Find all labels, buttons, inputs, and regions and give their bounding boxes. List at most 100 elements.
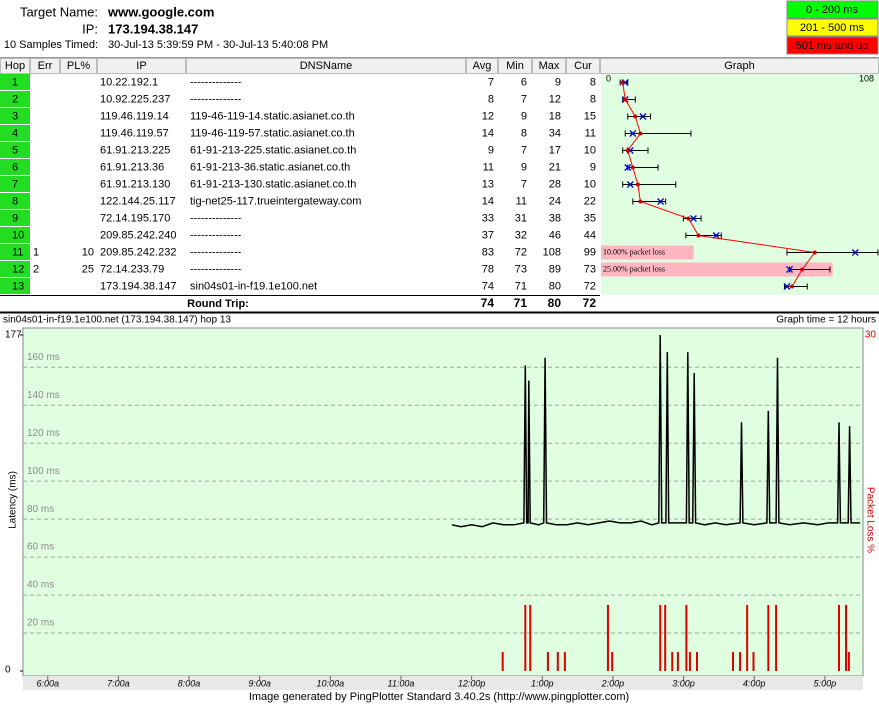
pl: 10	[82, 246, 94, 258]
avg-point	[790, 284, 795, 289]
round-trip-cur: 72	[583, 296, 597, 310]
avg: 14	[482, 195, 494, 207]
x-tick-label: 8:00a	[178, 678, 201, 688]
round-trip-min: 71	[514, 296, 528, 310]
max: 18	[549, 110, 561, 122]
hop: 2	[12, 93, 18, 105]
ip: 119.46.119.14	[100, 110, 169, 122]
legend-box	[786, 0, 879, 19]
avg: 11	[483, 161, 494, 173]
x-tick-label: 4:00p	[743, 678, 766, 688]
loss-bar	[739, 651, 742, 671]
hop: 13	[12, 280, 24, 292]
loss-bar	[524, 604, 527, 671]
dns: --------------	[190, 246, 242, 258]
loss-bar	[847, 651, 850, 671]
y-axis-label: Latency (ms)	[8, 471, 19, 529]
dns: --------------	[190, 212, 242, 224]
x-tick-label: 11:00a	[388, 678, 415, 688]
dns: --------------	[190, 229, 242, 241]
loss-bar	[659, 604, 662, 671]
min: 7	[521, 178, 527, 190]
hop: 6	[12, 161, 18, 173]
hop: 7	[12, 178, 18, 190]
dns: 61-91-213-130.static.asianet.co.th	[190, 178, 356, 190]
hop: 3	[12, 110, 18, 122]
loss-bar	[746, 604, 749, 671]
column-header	[97, 58, 186, 74]
column-header-label: Graph	[724, 60, 755, 72]
avg: 13	[482, 178, 494, 190]
min: 8	[521, 127, 527, 139]
column-header-label: Err	[38, 60, 53, 72]
chart-subtitle: Graph time = 12 hours	[776, 315, 876, 326]
column-header-label: Max	[539, 60, 560, 72]
avg-point	[630, 165, 635, 170]
cur-marker	[690, 215, 697, 222]
loss-bar	[563, 651, 566, 671]
max: 17	[549, 144, 561, 156]
min: 7	[521, 144, 527, 156]
column-header-label: Cur	[574, 60, 592, 72]
loss-label: 10.00% packet loss	[603, 247, 665, 256]
samples-label: 10 Samples Timed:	[4, 39, 98, 51]
avg: 12	[482, 110, 494, 122]
cur: 99	[584, 246, 596, 258]
avg-point	[620, 80, 625, 85]
ip: 72.14.195.170	[100, 212, 170, 224]
x-tick-label: 1:00p	[531, 678, 554, 688]
x-tick-label: 3:00p	[672, 678, 695, 688]
x-tick-label: 2:00p	[601, 678, 625, 688]
dns: --------------	[190, 76, 242, 88]
column-header	[186, 58, 466, 74]
hop: 8	[12, 195, 18, 207]
y-tick-label: 160 ms	[27, 352, 60, 363]
column-header	[532, 58, 566, 74]
hop: 4	[12, 127, 18, 139]
x-tick-label: 6:00a	[36, 678, 59, 688]
ip: 61.91.213.225	[100, 144, 170, 156]
ip: 10.22.192.1	[100, 76, 158, 88]
y-tick-label: 177	[5, 330, 22, 341]
dns: 119-46-119-14.static.asianet.co.th	[190, 110, 355, 122]
dns: 61-91-213-36.static.asianet.co.th	[190, 161, 350, 173]
y-tick-label: 0	[5, 665, 11, 676]
dns: --------------	[190, 263, 242, 275]
cur: 10	[584, 178, 596, 190]
hop-column	[0, 74, 30, 295]
hop: 11	[12, 246, 23, 258]
latency-line	[451, 334, 861, 528]
loss-bar	[767, 604, 770, 671]
loss-bar	[695, 651, 698, 671]
y2-tick-label: 30	[865, 330, 877, 341]
ip: 10.92.225.237	[100, 93, 170, 105]
max: 28	[549, 178, 561, 190]
ip: 122.144.25.117	[100, 195, 176, 207]
hop: 9	[12, 212, 18, 224]
loss-bar	[529, 604, 532, 671]
max: 89	[549, 263, 561, 275]
loss-bar	[752, 651, 755, 671]
column-header	[498, 58, 532, 74]
loss-bar	[601, 245, 694, 260]
max: 108	[543, 246, 561, 258]
avg-point	[696, 233, 701, 238]
loss-bar	[775, 604, 778, 671]
dns: tig-net25-117.trueintergateway.com	[190, 195, 361, 207]
loss-bar	[837, 604, 840, 671]
column-header	[60, 58, 97, 74]
avg: 78	[482, 263, 494, 275]
avg-point	[623, 97, 628, 102]
cur-marker	[783, 283, 791, 290]
x-tick-label: 10:00a	[317, 678, 345, 688]
column-header	[30, 58, 60, 74]
target-label: Target Name:	[20, 4, 98, 19]
ip: 209.85.242.240	[100, 229, 176, 241]
x-tick-label: 7:00a	[107, 678, 130, 688]
ip: 72.14.233.79	[100, 263, 164, 275]
min: 71	[515, 280, 527, 292]
cur: 35	[584, 212, 596, 224]
err: 1	[33, 246, 39, 258]
ip: 61.91.213.36	[100, 161, 164, 173]
